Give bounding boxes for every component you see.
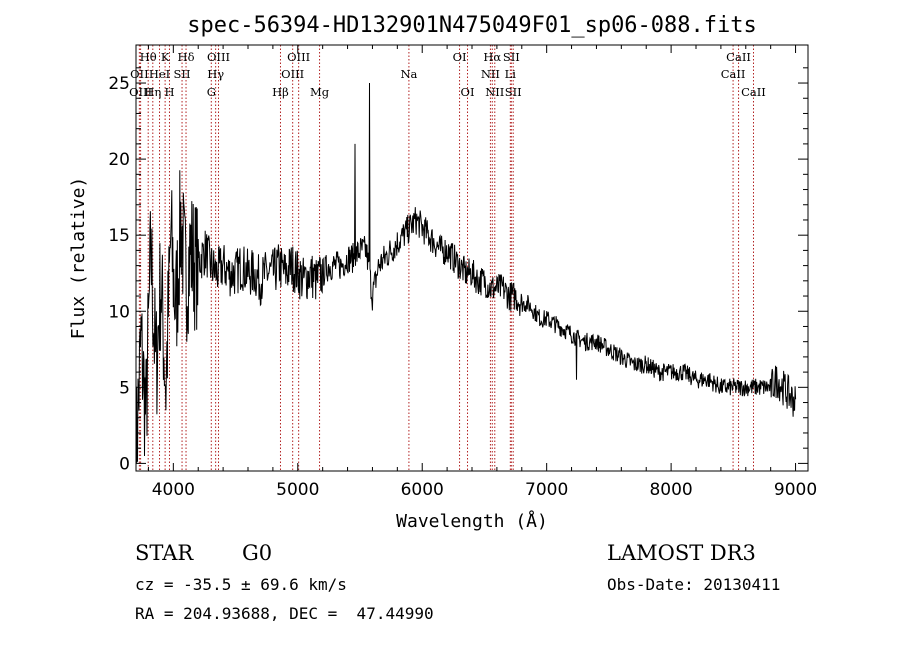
spectral-line-label: Hθ (140, 50, 157, 64)
spectral-line-label: SII (505, 85, 522, 99)
y-tick-label: 10 (108, 302, 130, 322)
object-class: STAR (135, 541, 194, 565)
spectral-line-label: Hδ (178, 50, 195, 64)
spectral-line-label: OI (453, 50, 467, 64)
x-tick-label: 8000 (649, 480, 692, 500)
spectral-line-label: CaII (721, 67, 746, 81)
spectral-line-label: Li (505, 67, 517, 81)
spectral-line-label: Mg (310, 85, 330, 99)
spectral-line-label: Na (400, 67, 417, 81)
chart-title: spec-56394-HD132901N475049F01_sp06-088.f… (187, 13, 757, 38)
spectral-line-label: SII (503, 50, 520, 64)
object-subclass: G0 (242, 541, 273, 565)
spectral-line-label: HeI (149, 67, 170, 81)
spectral-line-label: K (161, 50, 170, 64)
axis-ticks: 4000 5000 6000 7000 8000 9000 0 5 10 15 20 25 (108, 45, 817, 500)
spectral-line-label: NII (485, 85, 504, 99)
spectral-line-label: OIII (281, 67, 304, 81)
spectral-line-label: Hα (483, 50, 501, 64)
survey-name: LAMOST DR3 (607, 541, 756, 565)
spectral-line-label: CaII (741, 85, 766, 99)
spectrum-line (135, 82, 797, 469)
y-axis-label: Flux (relative) (68, 177, 89, 340)
x-tick-label: 7000 (525, 480, 568, 500)
redshift-text: cz = -35.5 ± 69.6 km/s (135, 575, 347, 594)
spectral-line-label: OI (461, 85, 475, 99)
spectral-line-label: OIII (129, 85, 152, 99)
x-tick-label: 4000 (152, 480, 195, 500)
spectral-line-label: G (207, 85, 216, 99)
spectral-line-label: OIII (207, 50, 230, 64)
spectral-line-label: Hβ (272, 85, 289, 99)
spectral-line-label: NII (481, 67, 500, 81)
x-tick-label: 6000 (401, 480, 444, 500)
spectral-line-label: OII (130, 67, 149, 81)
spectral-line-label: Hη (144, 85, 161, 99)
x-tick-label: 5000 (276, 480, 319, 500)
x-tick-label: 9000 (774, 480, 817, 500)
y-tick-label: 0 (119, 454, 130, 474)
y-tick-label: 5 (119, 378, 130, 398)
y-tick-label: 25 (108, 74, 130, 94)
spectral-line-markers (138, 45, 754, 471)
spectral-line-label: H (164, 85, 174, 99)
spectral-line-label: OIII (287, 50, 310, 64)
y-tick-label: 20 (108, 150, 130, 170)
spectral-line-label: Hγ (207, 67, 224, 81)
y-tick-label: 15 (108, 226, 130, 246)
coordinates-text: RA = 204.93688, DEC = 47.44990 (135, 604, 434, 623)
obs-date: Obs-Date: 20130411 (607, 575, 781, 594)
spectral-line-label: SII (174, 67, 191, 81)
spectral-line-label: CaII (726, 50, 751, 64)
x-axis-label: Wavelength (Å) (396, 510, 548, 532)
